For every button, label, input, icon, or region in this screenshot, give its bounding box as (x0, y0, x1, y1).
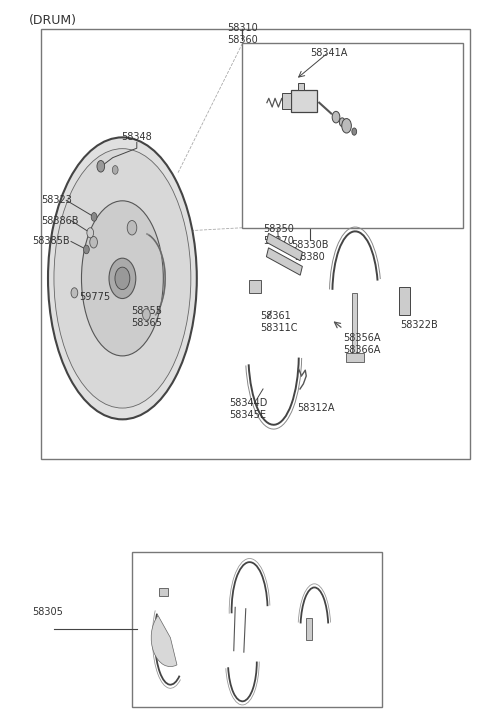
Text: 58348: 58348 (121, 132, 152, 142)
Text: 58322B: 58322B (400, 320, 438, 330)
Text: 58386B: 58386B (41, 215, 78, 226)
Bar (41, 29, 470, 459)
Bar (132, 552, 382, 707)
Text: 58305: 58305 (33, 607, 63, 617)
Circle shape (342, 119, 351, 133)
Text: 58330B
58380: 58330B 58380 (291, 240, 328, 262)
Text: 58355
58365: 58355 58365 (131, 306, 162, 328)
Text: 58312A: 58312A (298, 403, 335, 413)
Bar (242, 43, 463, 228)
Bar (249, 280, 261, 293)
Text: 58310
58360: 58310 58360 (227, 23, 258, 45)
Circle shape (90, 236, 97, 248)
Wedge shape (151, 615, 177, 667)
Text: 58344D
58345E: 58344D 58345E (229, 398, 267, 419)
Circle shape (127, 221, 137, 235)
Circle shape (339, 118, 345, 127)
Bar (352, 293, 357, 358)
Bar (266, 234, 302, 261)
Circle shape (112, 166, 118, 174)
Text: 58361
58311C: 58361 58311C (261, 311, 298, 333)
Circle shape (109, 258, 136, 299)
Text: 59775: 59775 (80, 292, 110, 302)
Bar (399, 287, 410, 315)
Bar (266, 248, 302, 275)
Bar (346, 353, 364, 362)
Bar (282, 93, 291, 109)
Text: 58341A: 58341A (310, 48, 348, 58)
Circle shape (352, 128, 357, 135)
Circle shape (91, 213, 97, 221)
Circle shape (332, 111, 340, 123)
Circle shape (84, 245, 89, 254)
Circle shape (143, 309, 150, 320)
Text: 58323: 58323 (41, 195, 72, 205)
Ellipse shape (82, 201, 163, 356)
Bar (306, 618, 312, 640)
Text: (DRUM): (DRUM) (29, 14, 77, 27)
Circle shape (87, 228, 94, 238)
Ellipse shape (48, 137, 197, 419)
Bar (159, 588, 168, 596)
Bar (291, 90, 317, 112)
Text: 58385B: 58385B (33, 236, 70, 247)
Circle shape (115, 267, 130, 289)
Text: 58350
58370: 58350 58370 (263, 224, 294, 246)
Text: 58356A
58366A: 58356A 58366A (343, 333, 380, 354)
Ellipse shape (54, 149, 191, 408)
Circle shape (97, 161, 105, 172)
Circle shape (71, 288, 78, 298)
Bar (298, 83, 304, 90)
